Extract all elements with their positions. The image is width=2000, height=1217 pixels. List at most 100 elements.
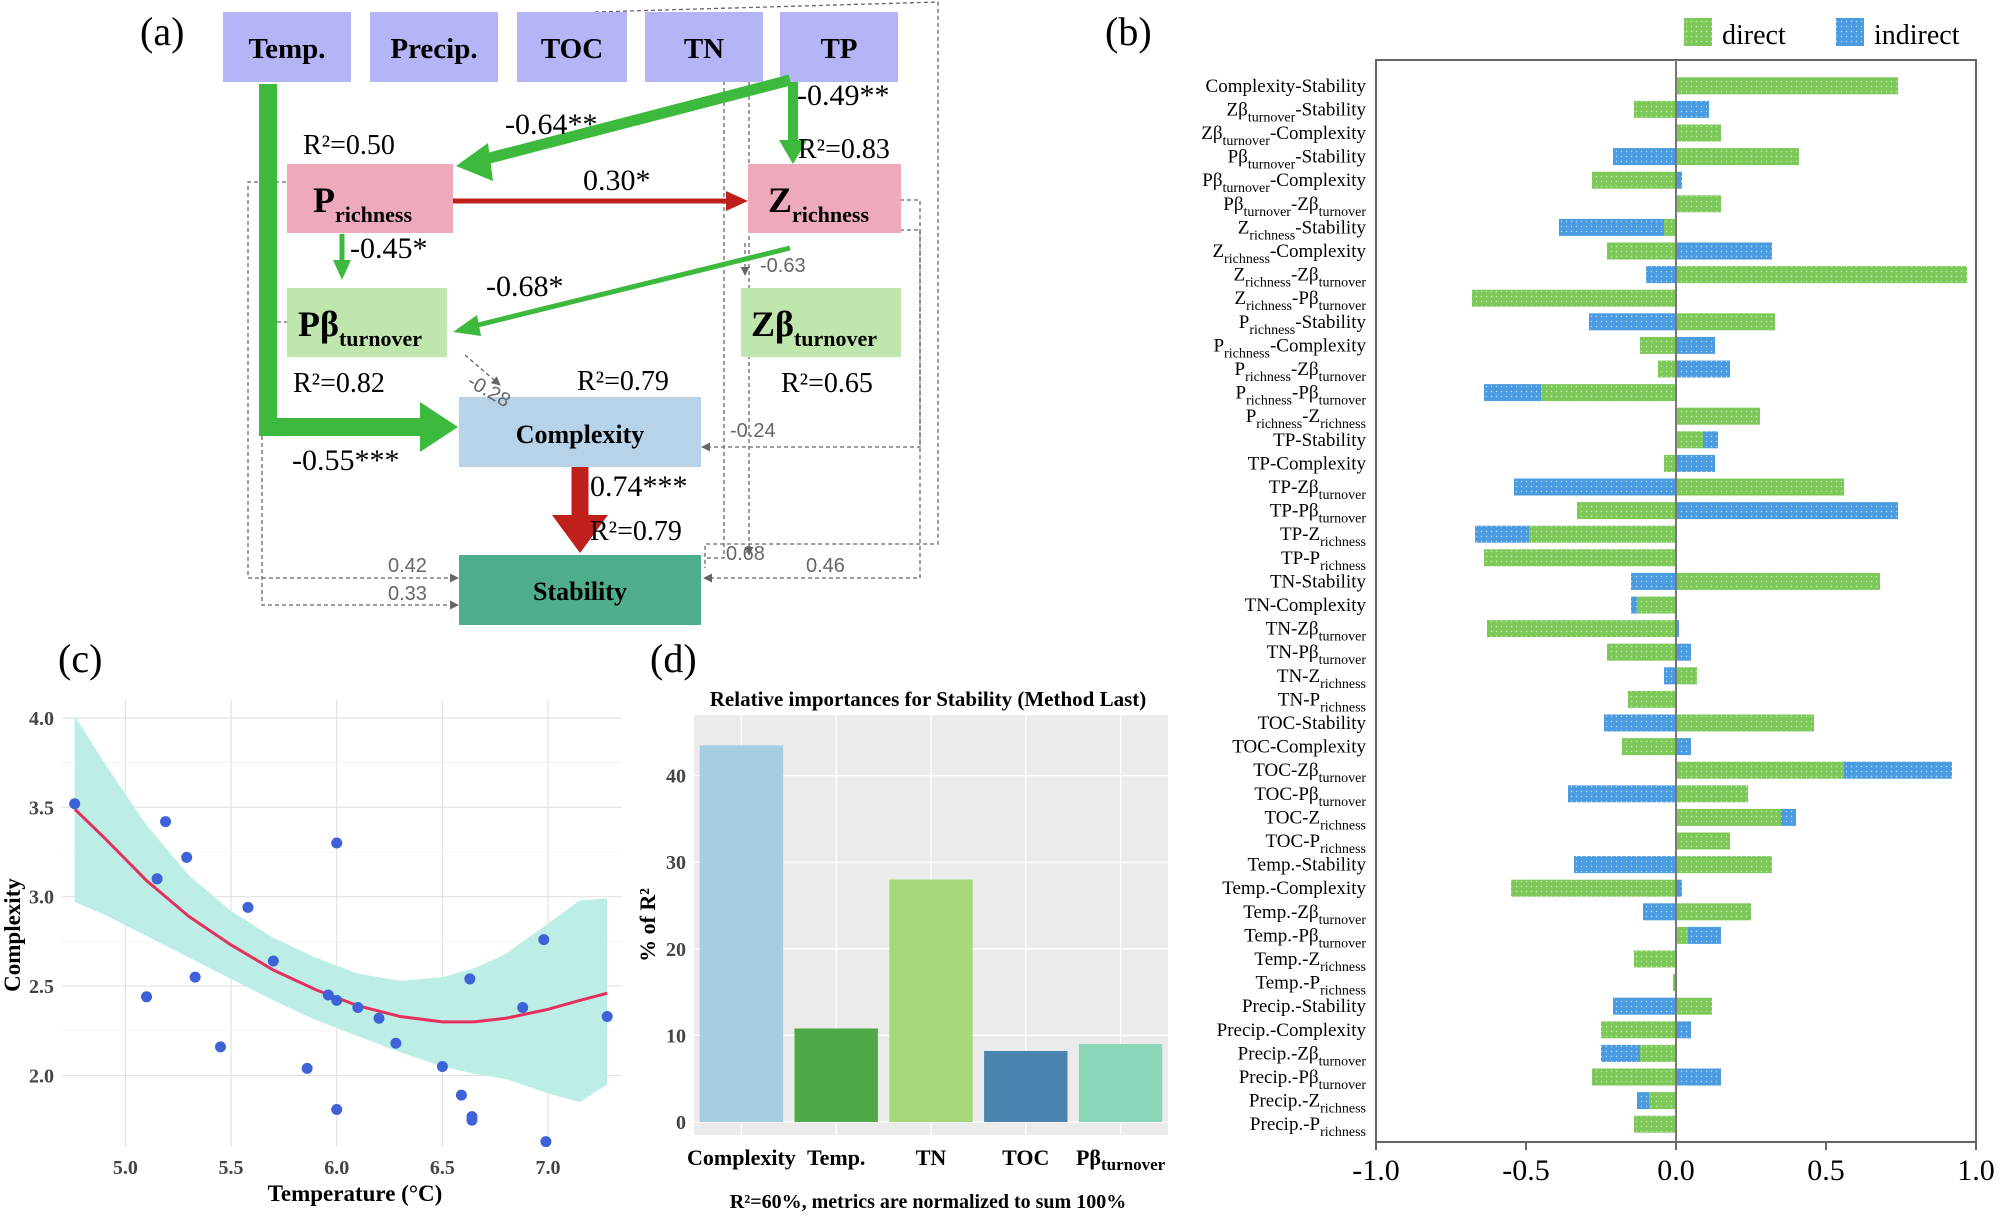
x-tick-label: 7.0 [536, 1157, 561, 1179]
bar-direct [1676, 926, 1688, 944]
r2-zbturnover: R²=0.65 [781, 368, 873, 399]
y-tick-label: 2.5 [29, 976, 54, 998]
bar-direct [1637, 596, 1676, 614]
panel-a-sem-diagram: (a) Temp. Precip. TOC TN TP [140, 1, 939, 625]
category-label: TOC-Zrichness [1265, 807, 1366, 833]
coef-tp-zrich: -0.49** [797, 79, 890, 112]
axes-d: Complexity Temp. TN TOC Pβturnover 0 10 20 30 40 [666, 766, 1166, 1174]
x-axis-b: -1.0 -0.5 0.0 0.5 1.0 [1352, 60, 1995, 1187]
y-tick-label: 3.5 [29, 797, 54, 819]
bar-direct [1676, 808, 1781, 826]
y-tick-label: 0 [676, 1112, 686, 1134]
bar-direct [1676, 832, 1730, 850]
data-point [151, 873, 163, 885]
dcoef-0: -0.63 [760, 255, 806, 277]
bar-direct [1676, 997, 1712, 1015]
x-tick-label: 6.5 [430, 1157, 455, 1179]
bar-direct [1676, 77, 1898, 95]
node-complexity [459, 397, 701, 467]
node-prichness [287, 164, 453, 233]
bar-direct [1676, 714, 1814, 732]
node-zrichness [748, 164, 901, 233]
panel-b-effects-chart: (b) direct indirect Complexity-Stability… [1105, 9, 1995, 1187]
r2-prichness: R²=0.50 [303, 130, 395, 161]
category-label: Precip.-Zrichness [1249, 1091, 1366, 1117]
category-label: Temp.-Prichness [1255, 973, 1366, 999]
bar-direct [1634, 100, 1676, 118]
x-tick-label: -1.0 [1352, 1154, 1400, 1187]
x-tick-label: 5.5 [219, 1157, 244, 1179]
importance-bar [984, 1051, 1068, 1123]
bar-direct [1628, 690, 1676, 708]
bar-indirect [1688, 926, 1721, 944]
category-label: Prichness-Complexity [1213, 335, 1366, 361]
xlabel-c: Temperature (°C) [268, 1181, 443, 1206]
x-tick-label: Temp. [807, 1145, 865, 1170]
y-tick-label: 10 [666, 1025, 686, 1047]
grid-c [62, 700, 622, 1147]
category-label: Pβturnover-Complexity [1202, 170, 1366, 196]
category-label: Temp.-Zrichness [1254, 949, 1366, 975]
bar-direct [1676, 407, 1760, 425]
data-point [69, 798, 81, 810]
bar-indirect [1676, 171, 1682, 189]
category-label: TOC-Complexity [1232, 737, 1366, 758]
dcoef-3: 0.42 [388, 555, 427, 577]
legend-indirect-label: indirect [1874, 20, 1960, 51]
bar-indirect [1574, 856, 1676, 874]
dcoef-4: 0.33 [388, 583, 427, 605]
bar-indirect [1631, 596, 1637, 614]
panel-label-b: (b) [1105, 9, 1152, 54]
bar-indirect [1604, 714, 1676, 732]
bar-direct [1592, 1068, 1676, 1086]
bar-direct [1676, 195, 1721, 213]
category-label: Prichness-Stability [1239, 312, 1367, 338]
coef-prich-zrich: 0.30* [583, 164, 651, 197]
category-label: TN-Zrichness [1277, 666, 1366, 692]
bar-indirect [1514, 478, 1676, 496]
coef-zrich-pb: -0.68* [486, 270, 564, 303]
legend-indirect-swatch [1836, 18, 1864, 46]
bar-direct [1601, 1021, 1676, 1039]
bar-indirect [1475, 525, 1529, 543]
x-tick-label: TN [916, 1145, 947, 1170]
bar-direct [1676, 667, 1697, 685]
bar-direct [1676, 903, 1751, 921]
bar-direct [1664, 218, 1676, 236]
node-tn-label: TN [684, 33, 724, 65]
bar-direct [1484, 549, 1676, 567]
category-label: Zrichness-Complexity [1212, 241, 1366, 267]
category-label: Precip.-Stability [1242, 996, 1367, 1017]
bar-indirect [1676, 100, 1709, 118]
category-label: Precip.-Zβturnover [1238, 1043, 1367, 1069]
bar-direct [1673, 974, 1676, 992]
category-label: Prichness-Pβturnover [1236, 383, 1367, 409]
bar-direct [1676, 761, 1844, 779]
bar-direct [1634, 1115, 1676, 1133]
bar-direct [1676, 124, 1721, 142]
y-tick-label: 20 [666, 939, 686, 961]
category-label: Precip.-Pβturnover [1239, 1067, 1367, 1093]
data-point [160, 816, 172, 828]
bar-direct [1676, 313, 1775, 331]
data-point [181, 851, 193, 863]
bar-direct [1664, 454, 1676, 472]
category-label: Zrichness-Zβturnover [1233, 265, 1366, 291]
bar-indirect [1676, 242, 1772, 260]
coef-prich-pb: -0.45* [350, 232, 428, 265]
bar-direct [1676, 266, 1967, 284]
bar-direct [1676, 478, 1844, 496]
panel-label-a: (a) [140, 9, 184, 54]
y-tick-label: 4.0 [29, 708, 54, 730]
bar-direct [1511, 879, 1676, 897]
bar-direct [1592, 171, 1676, 189]
category-label: TP-Stability [1273, 430, 1366, 451]
ylabel-d: % of R² [635, 888, 660, 962]
x-tick-label: 1.0 [1957, 1154, 1995, 1187]
category-label: Zrichness-Stability [1238, 217, 1367, 243]
data-point [352, 1002, 364, 1014]
bar-indirect [1676, 454, 1715, 472]
dcoef-5: 0.68 [726, 543, 765, 565]
r2-zrichness: R²=0.83 [798, 134, 890, 165]
category-label: Precip.-Prichness [1250, 1114, 1366, 1140]
